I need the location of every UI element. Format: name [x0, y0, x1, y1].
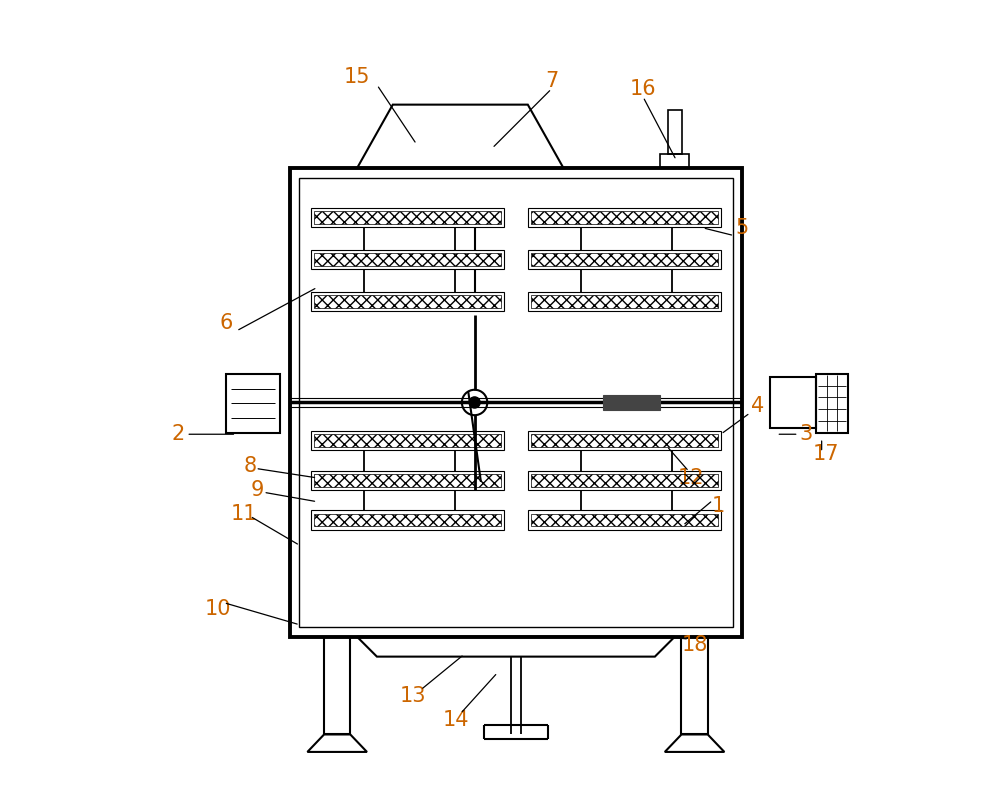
- Bar: [681, 637, 708, 735]
- Bar: [668, 110, 682, 154]
- Bar: [531, 513, 718, 526]
- Text: 7: 7: [545, 71, 558, 91]
- Text: 3: 3: [799, 424, 812, 444]
- Bar: [314, 253, 501, 266]
- Text: 18: 18: [681, 634, 708, 654]
- Bar: [528, 250, 721, 269]
- Text: 4: 4: [751, 396, 765, 417]
- Text: 12: 12: [677, 468, 704, 488]
- Text: 1: 1: [712, 496, 725, 516]
- Bar: [528, 208, 721, 227]
- Bar: [770, 377, 816, 428]
- Bar: [531, 434, 718, 447]
- Text: 8: 8: [243, 456, 256, 476]
- Text: 2: 2: [172, 424, 185, 444]
- Bar: [226, 374, 280, 433]
- Text: 16: 16: [630, 79, 656, 99]
- Bar: [531, 253, 718, 266]
- Bar: [290, 168, 742, 637]
- Bar: [311, 431, 504, 450]
- Bar: [314, 474, 501, 487]
- Bar: [311, 208, 504, 227]
- Bar: [531, 474, 718, 487]
- Text: 5: 5: [736, 218, 749, 238]
- Bar: [603, 395, 660, 410]
- Text: 11: 11: [231, 504, 258, 524]
- Bar: [311, 292, 504, 311]
- Text: 9: 9: [251, 480, 264, 500]
- Text: 17: 17: [812, 444, 839, 464]
- Text: 10: 10: [205, 599, 231, 619]
- Bar: [311, 471, 504, 490]
- Bar: [314, 434, 501, 447]
- Bar: [311, 250, 504, 269]
- Bar: [528, 511, 721, 529]
- Bar: [528, 431, 721, 450]
- Bar: [531, 211, 718, 224]
- Bar: [531, 295, 718, 308]
- Bar: [660, 154, 689, 168]
- Bar: [324, 637, 350, 735]
- Bar: [314, 513, 501, 526]
- Text: 15: 15: [344, 67, 370, 87]
- Bar: [314, 295, 501, 308]
- Text: 6: 6: [219, 313, 233, 333]
- Text: 14: 14: [443, 710, 470, 730]
- Bar: [528, 471, 721, 490]
- Text: 13: 13: [399, 686, 426, 706]
- Bar: [299, 178, 733, 627]
- Bar: [816, 374, 848, 433]
- Bar: [528, 292, 721, 311]
- Bar: [314, 211, 501, 224]
- Bar: [311, 511, 504, 529]
- Circle shape: [469, 397, 480, 408]
